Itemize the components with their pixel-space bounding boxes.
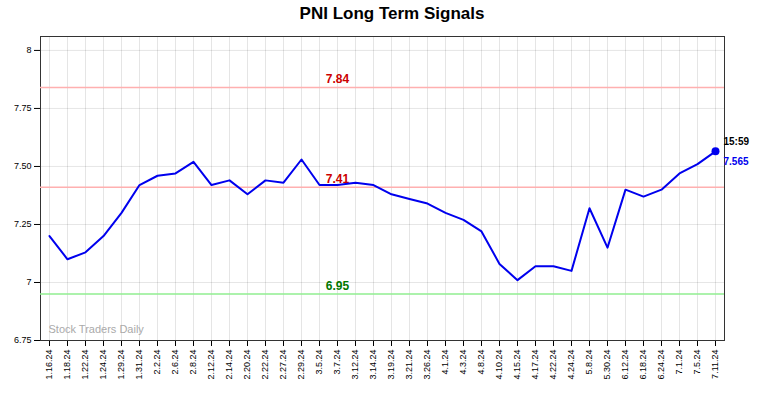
svg-text:5.30.24: 5.30.24 (602, 350, 612, 380)
svg-text:7: 7 (26, 277, 31, 287)
svg-text:6.75: 6.75 (14, 335, 32, 345)
svg-text:2.8.24: 2.8.24 (188, 350, 198, 375)
svg-text:7.11.24: 7.11.24 (710, 350, 720, 379)
svg-text:2.12.24: 2.12.24 (206, 350, 216, 380)
svg-text:3.5.24: 3.5.24 (314, 350, 324, 375)
svg-text:3.21.24: 3.21.24 (404, 350, 414, 380)
svg-text:3.12.24: 3.12.24 (350, 350, 360, 380)
svg-text:7.5.24: 7.5.24 (692, 350, 702, 375)
svg-text:6.24.24: 6.24.24 (656, 350, 666, 380)
svg-text:6.12.24: 6.12.24 (620, 350, 630, 380)
svg-text:2.29.24: 2.29.24 (296, 350, 306, 380)
svg-text:3.19.24: 3.19.24 (386, 350, 396, 380)
svg-text:1.24.24: 1.24.24 (98, 350, 108, 380)
svg-text:7.84: 7.84 (326, 72, 350, 86)
svg-text:15:59: 15:59 (724, 136, 750, 147)
svg-text:2.20.24: 2.20.24 (242, 350, 252, 380)
svg-text:2.22.24: 2.22.24 (260, 350, 270, 380)
svg-text:4.1.24: 4.1.24 (440, 350, 450, 375)
svg-text:2.6.24: 2.6.24 (170, 350, 180, 375)
svg-text:1.22.24: 1.22.24 (80, 350, 90, 380)
svg-text:6.18.24: 6.18.24 (638, 350, 648, 380)
svg-text:6.95: 6.95 (326, 279, 350, 293)
svg-text:7.25: 7.25 (14, 219, 32, 229)
svg-text:7.41: 7.41 (325, 172, 350, 187)
svg-text:3.7.24: 3.7.24 (332, 350, 342, 375)
svg-text:3.26.24: 3.26.24 (422, 350, 432, 380)
svg-text:7.565: 7.565 (724, 156, 749, 167)
svg-text:2.27.24: 2.27.24 (278, 350, 288, 380)
svg-text:7.1.24: 7.1.24 (674, 350, 684, 375)
html-text:PNI Long Term Signals: PNI Long Term Signals (299, 4, 485, 23)
svg-text:4.10.24: 4.10.24 (494, 350, 504, 380)
svg-text:1.31.24: 1.31.24 (134, 350, 144, 380)
svg-text:7.75: 7.75 (14, 103, 32, 113)
svg-text:4.3.24: 4.3.24 (458, 350, 468, 375)
svg-text:4.15.24: 4.15.24 (512, 350, 522, 380)
svg-text:3.14.24: 3.14.24 (368, 350, 378, 380)
svg-text:4.17.24: 4.17.24 (530, 350, 540, 380)
svg-text:7.50: 7.50 (14, 161, 32, 171)
svg-text:4.22.24: 4.22.24 (548, 350, 558, 380)
svg-text:4.8.24: 4.8.24 (476, 350, 486, 375)
svg-text:2.2.24: 2.2.24 (152, 350, 162, 375)
svg-text:4.24.24: 4.24.24 (566, 350, 576, 380)
svg-text:1.18.24: 1.18.24 (62, 350, 72, 380)
svg-text:2.14.24: 2.14.24 (224, 350, 234, 380)
svg-text:Stock Traders Daily: Stock Traders Daily (49, 323, 145, 335)
svg-text:5.8.24: 5.8.24 (584, 350, 594, 375)
svg-text:1.29.24: 1.29.24 (116, 350, 126, 380)
svg-text:8: 8 (26, 45, 31, 55)
svg-text:1.16.24: 1.16.24 (44, 350, 54, 380)
